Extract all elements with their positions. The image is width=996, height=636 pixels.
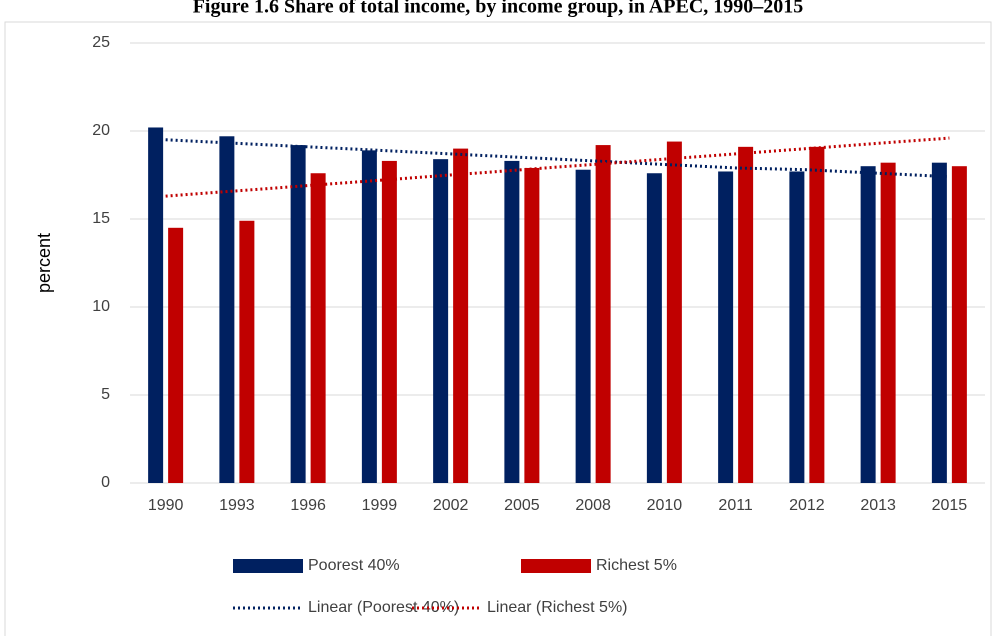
bar (575, 169, 591, 483)
bar (809, 146, 825, 483)
y-tick-label: 0 (101, 474, 110, 491)
trend-line (165, 136, 950, 198)
bar (646, 173, 662, 484)
legend-label: Richest 5% (596, 557, 677, 574)
trend-line (165, 138, 950, 179)
x-tick-label: 1990 (148, 497, 184, 514)
bar (148, 127, 164, 483)
bar (860, 166, 876, 483)
x-tick-label: 2013 (860, 497, 896, 514)
bar (524, 167, 540, 483)
bar (361, 150, 377, 484)
bar (738, 146, 754, 483)
chart-frame (4, 21, 992, 636)
y-axis-label: percent (34, 233, 54, 293)
bar (931, 162, 947, 483)
bar (433, 159, 449, 483)
x-tick-label: 1993 (219, 497, 255, 514)
legend-label: Linear (Richest 5%) (487, 599, 628, 616)
legend-label: Linear (Poorest 40%) (308, 599, 459, 616)
x-tick-label: 2015 (932, 497, 968, 514)
bar (951, 166, 967, 483)
x-tick-label: 2005 (504, 497, 540, 514)
bar (219, 136, 235, 483)
x-tick-label: 1996 (290, 497, 326, 514)
legend-swatch (233, 559, 303, 573)
bar (381, 160, 397, 484)
x-tick-label: 2012 (789, 497, 825, 514)
y-tick-label: 25 (92, 34, 110, 51)
x-tick-label: 1999 (362, 497, 398, 514)
x-tick-label: 2008 (575, 497, 611, 514)
y-tick-label: 15 (92, 210, 110, 227)
chart-title: Figure 1.6 Share of total income, by inc… (193, 0, 804, 18)
x-tick-label: 2002 (433, 497, 469, 514)
bar (239, 220, 255, 483)
bar (168, 227, 184, 483)
y-tick-label: 20 (92, 122, 110, 139)
bar (880, 162, 896, 483)
x-tick-label: 2011 (718, 497, 753, 514)
bar (504, 160, 520, 484)
bar (666, 141, 682, 483)
legend-label: Poorest 40% (308, 557, 400, 574)
bar (453, 148, 469, 483)
bar (290, 145, 306, 483)
bar (595, 145, 611, 483)
legend-swatch (521, 559, 591, 573)
x-tick-label: 2010 (647, 497, 683, 514)
bar (789, 171, 805, 484)
bar (718, 171, 734, 484)
y-tick-label: 5 (101, 386, 110, 403)
y-tick-label: 10 (92, 298, 110, 315)
bar (310, 173, 326, 484)
